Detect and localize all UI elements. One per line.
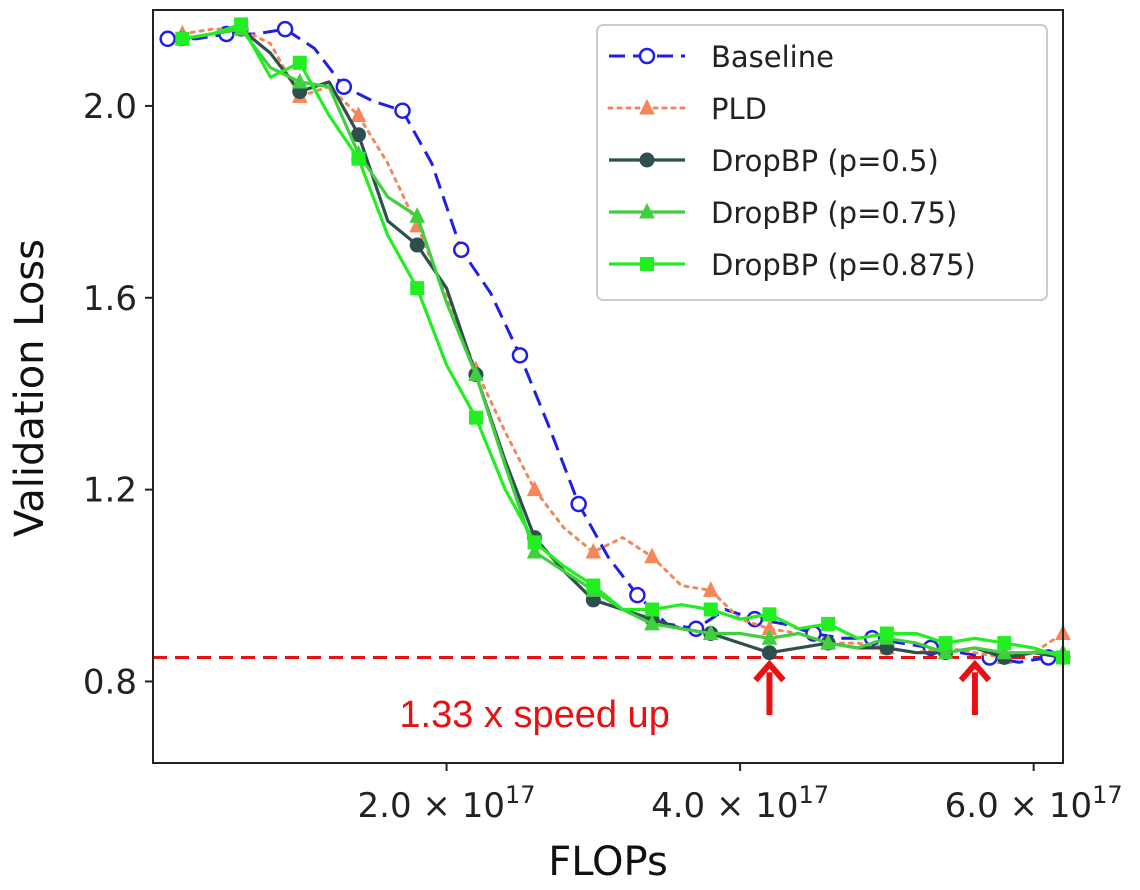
series-3-point-18 (702, 624, 719, 641)
series-1-point-14 (585, 542, 602, 559)
series-4-point-6 (351, 151, 366, 166)
series-0-point-12 (511, 347, 529, 364)
series-layer (159, 17, 1071, 666)
x-tick-1-exponent: 17 (799, 781, 830, 809)
series-3-point-20 (761, 629, 778, 645)
legend-label-0: Baseline (711, 40, 834, 74)
speedup-arrow-0 (753, 659, 786, 716)
x-tick-label-1: 4.0 × 1017 (651, 781, 829, 826)
x-axis-title: FLOPs (548, 839, 668, 885)
series-4-point-28 (997, 636, 1012, 651)
arrow-head-1 (958, 659, 992, 683)
axes-layer (152, 9, 1064, 764)
legend-entry-4: DropBP (p=0.875) (609, 248, 976, 282)
legend-marker-4 (640, 257, 654, 271)
series-line-4 (182, 22, 1064, 660)
annotation-layer: 1.33 x speed up (399, 659, 992, 736)
series-4-point-8 (410, 281, 425, 296)
series-4-point-16 (645, 602, 660, 617)
series-4-point-18 (703, 602, 718, 617)
legend-label-3: DropBP (p=0.75) (711, 196, 957, 230)
series-0-point-10 (452, 241, 470, 259)
y-axis-title: Validation Loss (7, 239, 53, 537)
x-tick-1-base: 10 (755, 786, 798, 826)
series-4-point-10 (468, 410, 483, 425)
series-4-point-2 (234, 17, 249, 32)
x-tick-1-times: × (705, 786, 755, 826)
series-1-point-12 (526, 480, 543, 497)
series-1-point-6 (350, 106, 367, 123)
y-tick-label-1: 1.2 (83, 471, 137, 511)
series-3-point-12 (526, 542, 543, 559)
series-0-point-14 (570, 495, 587, 513)
series-1-point-16 (644, 547, 660, 564)
legend-entry-3: DropBP (p=0.75) (609, 196, 957, 230)
series-3-point-28 (996, 643, 1013, 660)
series-4-point-26 (938, 636, 953, 651)
x-tick-1-mantissa: 4.0 (651, 786, 705, 826)
series-2-point-8 (409, 237, 425, 253)
x-tick-label-0: 2.0 × 1017 (358, 781, 536, 826)
arrow-head-0 (753, 659, 786, 683)
legend-label-2: DropBP (p=0.5) (711, 144, 939, 178)
legend-marker-2 (639, 152, 655, 168)
series-4-point-24 (879, 626, 894, 641)
speedup-arrow-1 (958, 659, 992, 716)
series-4-point-22 (821, 616, 836, 631)
y-tick-label-2: 1.6 (83, 279, 137, 319)
series-0-point-6 (335, 78, 353, 95)
series-4-point-0 (175, 31, 190, 46)
series-line-0 (167, 27, 1049, 664)
series-3-point-8 (409, 207, 426, 223)
x-tick-2-times: × (999, 786, 1049, 826)
series-0-point-0 (159, 30, 176, 48)
series-3-point-26 (937, 643, 954, 660)
x-tick-0-mantissa: 2.0 (358, 786, 412, 826)
y-tick-label-3: 2.0 (83, 87, 137, 127)
series-3-point-22 (820, 633, 836, 650)
series-0-point-16 (629, 586, 646, 604)
series-4-point-12 (527, 535, 542, 550)
legend-entry-1: PLD (607, 92, 767, 126)
legend-entry-2: DropBP (p=0.5) (609, 144, 939, 178)
series-3-point-4 (291, 72, 308, 89)
series-3-point-16 (644, 614, 660, 631)
legend-box (596, 24, 1048, 301)
series-4-point-20 (762, 607, 777, 622)
y-tick-label-0: 0.8 (83, 662, 137, 702)
speedup-annotation-text: 1.33 x speed up (399, 694, 669, 736)
legend-marker-3 (639, 202, 655, 219)
series-2-point-20 (761, 645, 777, 661)
legend-label-1: PLD (711, 92, 767, 126)
x-tick-0-base: 10 (462, 786, 505, 826)
series-1-point-18 (702, 581, 719, 597)
legend-entry-0: Baseline (609, 40, 834, 74)
ticks-layer: 0.81.21.62.02.0 × 1017 4.0 × 1017 6.0 × 10… (83, 87, 1123, 826)
series-3-point-10 (468, 365, 484, 382)
x-tick-label-2: 6.0 × 1017 (945, 781, 1123, 826)
series-0-point-4 (276, 20, 294, 38)
series-0 (159, 20, 1057, 666)
x-tick-2-mantissa: 6.0 (945, 786, 999, 826)
series-4-point-14 (586, 578, 601, 593)
series-0-point-8 (394, 102, 411, 119)
legend-marker-1 (639, 98, 655, 115)
legend-marker-0 (638, 47, 656, 65)
x-tick-2-exponent: 17 (1092, 781, 1123, 809)
x-tick-0-exponent: 17 (505, 781, 536, 809)
series-4-point-4 (292, 55, 307, 70)
axes-frame (152, 9, 1064, 764)
x-tick-2-base: 10 (1049, 786, 1092, 826)
legend-label-4: DropBP (p=0.875) (711, 248, 976, 282)
legend: Baseline PLD DropBP (p=0.5) DropBP (p=0.75)… (596, 24, 1048, 301)
x-tick-0-times: × (412, 786, 462, 826)
